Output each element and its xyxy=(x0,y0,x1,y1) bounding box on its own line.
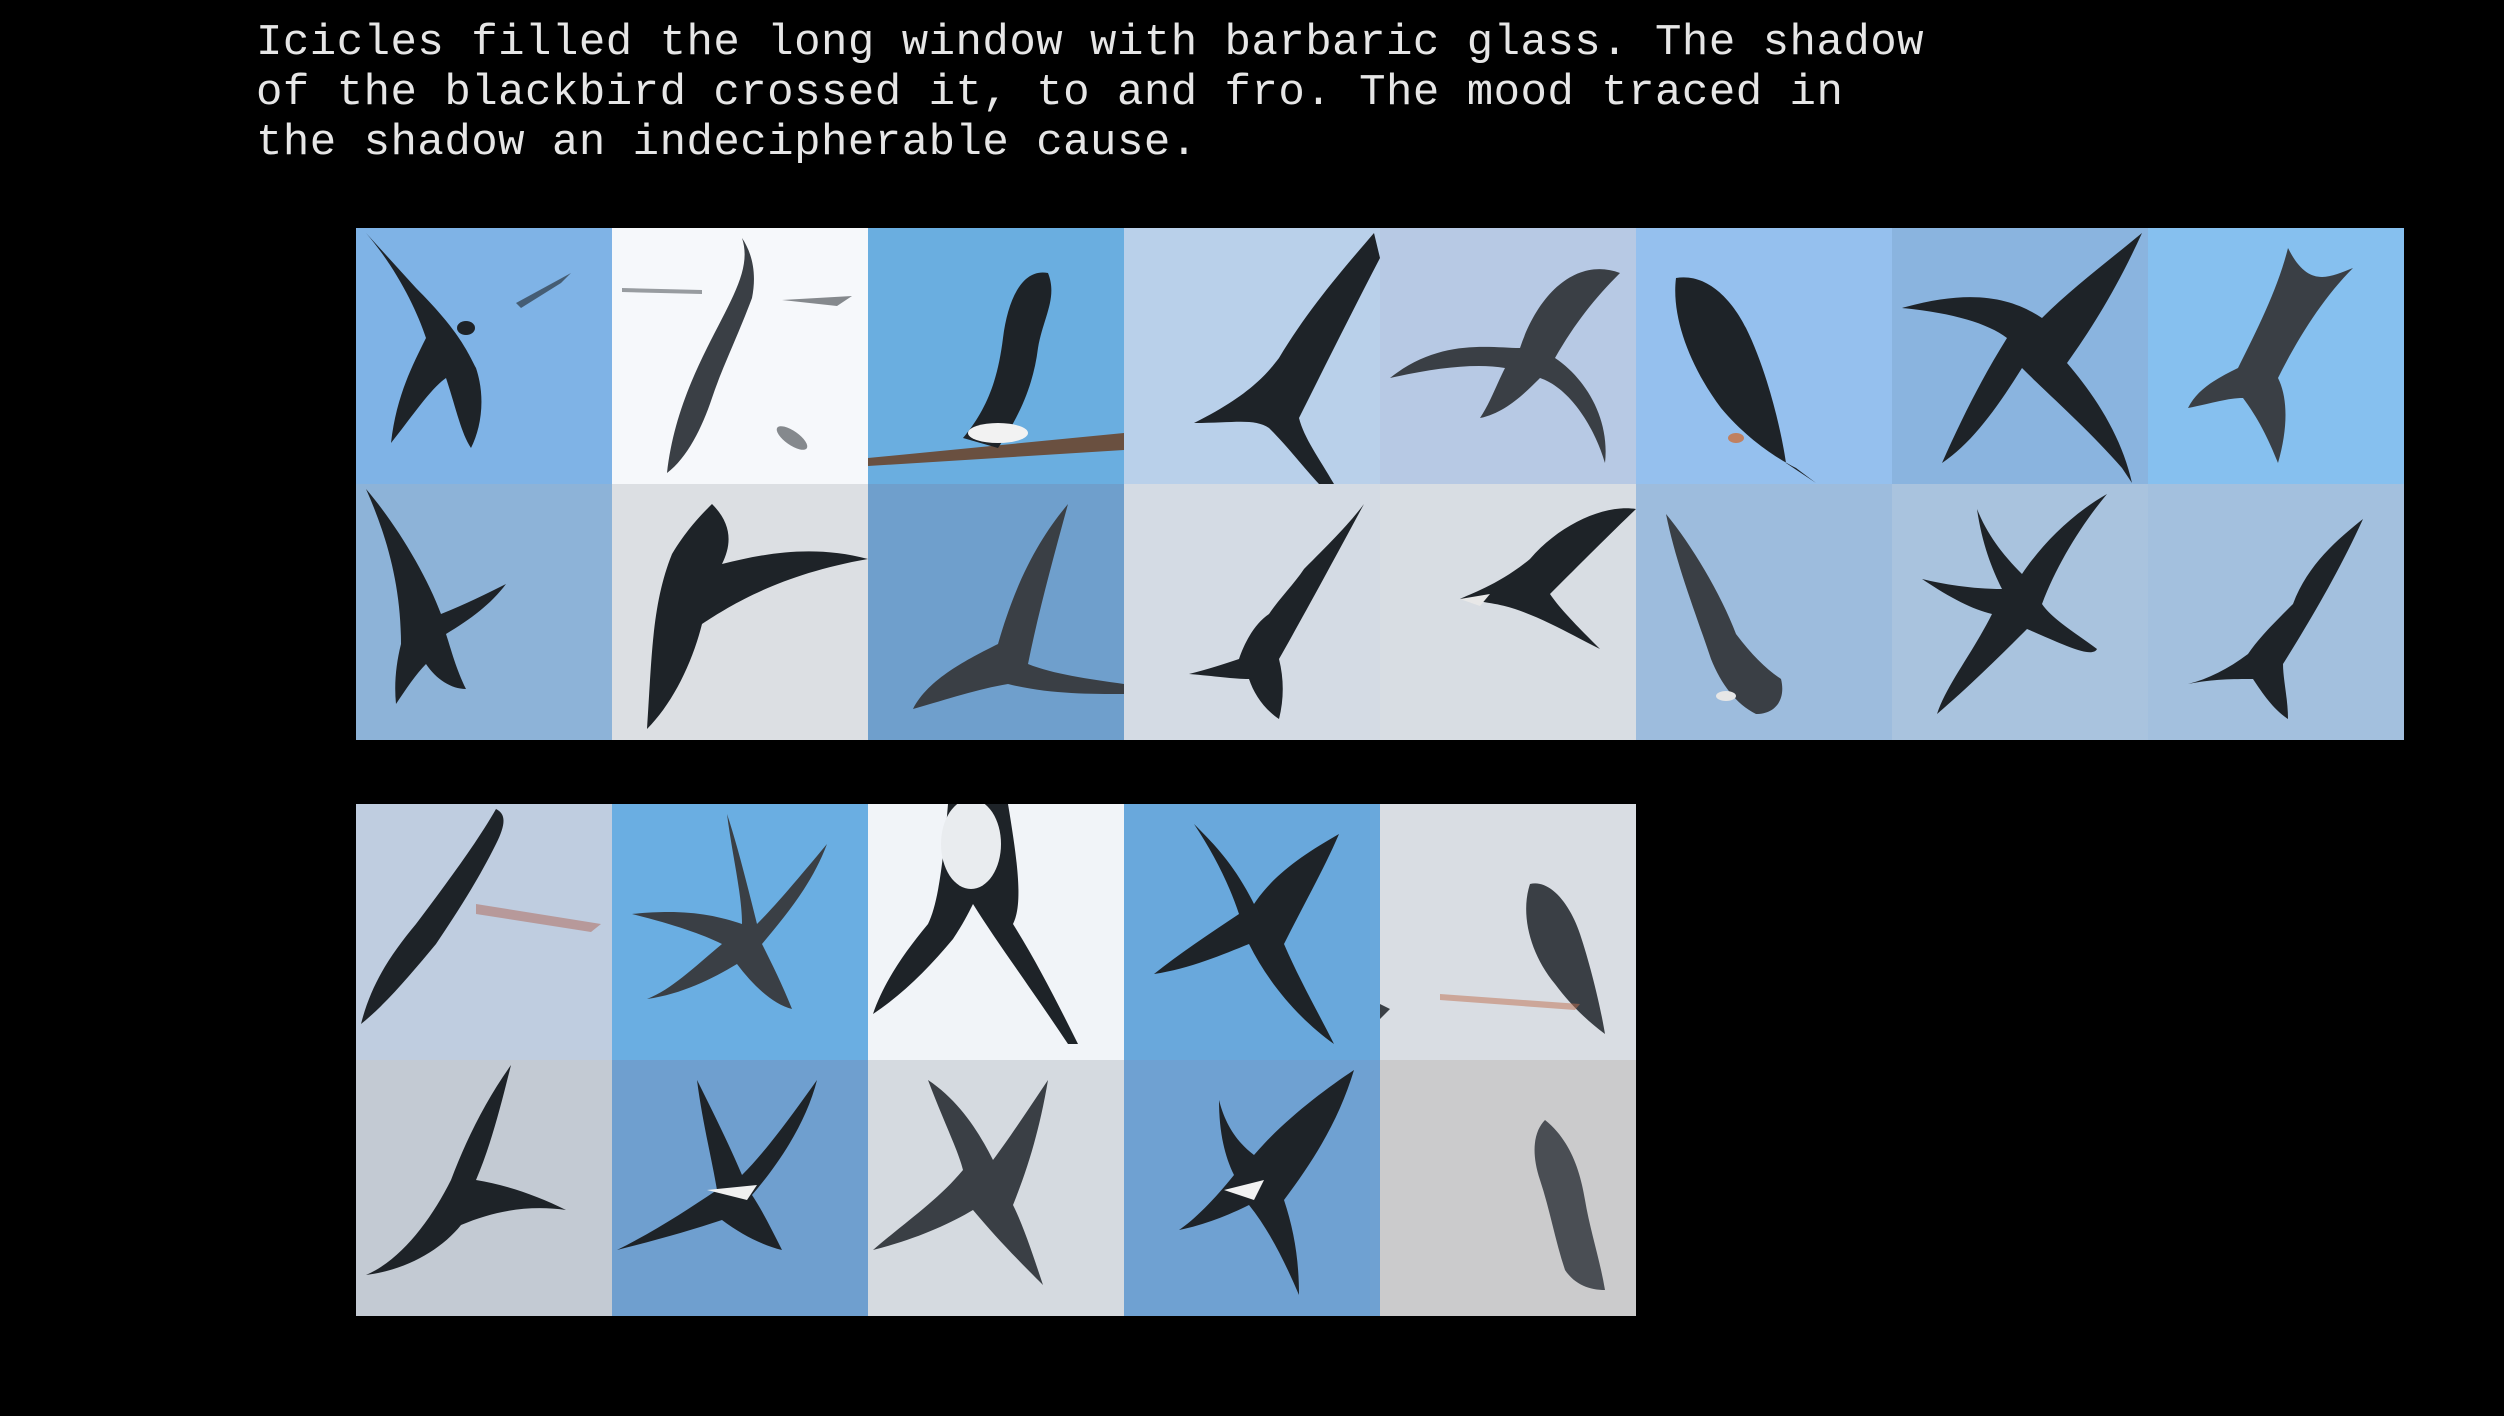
bottom-grid-tile-7 xyxy=(612,1060,868,1316)
tern-in-flight-image xyxy=(356,1060,612,1316)
bottom-grid-tile-9 xyxy=(1124,1060,1380,1316)
top-grid-tile-1 xyxy=(356,228,612,484)
bird-silhouette-image xyxy=(1124,804,1380,1060)
bird-silhouette-image xyxy=(1380,228,1636,484)
bottom-grid-tile-4 xyxy=(1124,804,1380,1060)
top-grid-tile-3 xyxy=(868,228,1124,484)
tern-in-flight-image xyxy=(1380,1060,1636,1316)
caption-line-1: Icicles filled the long window with barb… xyxy=(256,18,1925,68)
tern-in-flight-image xyxy=(868,1060,1124,1316)
tern-in-flight-image xyxy=(356,484,612,740)
top-grid-tile-14 xyxy=(1636,484,1892,740)
bottom-grid-tile-2 xyxy=(612,804,868,1060)
tern-in-flight-image xyxy=(868,484,1124,740)
bottom-grid-tile-10 xyxy=(1380,1060,1636,1316)
top-grid-tile-6 xyxy=(1636,228,1892,484)
top-grid-tile-13 xyxy=(1380,484,1636,740)
bottom-grid-tile-3 xyxy=(868,804,1124,1060)
bird-silhouette-image xyxy=(1380,804,1636,1060)
bird-silhouette-image xyxy=(1636,228,1892,484)
tern-in-flight-image xyxy=(612,484,868,740)
bird-silhouette-image xyxy=(1892,228,2148,484)
bird-on-branch-image xyxy=(868,228,1124,484)
tern-in-flight-image xyxy=(2148,484,2404,740)
bird-silhouette-image xyxy=(868,804,1124,1060)
tern-in-flight-image xyxy=(1124,1060,1380,1316)
top-grid-tile-10 xyxy=(612,484,868,740)
bird-silhouette-image xyxy=(356,228,612,484)
top-grid-tile-15 xyxy=(1892,484,2148,740)
top-grid-tile-16 xyxy=(2148,484,2404,740)
top-grid-tile-8 xyxy=(2148,228,2404,484)
bird-silhouette-image xyxy=(2148,228,2404,484)
top-grid-tile-11 xyxy=(868,484,1124,740)
tern-in-flight-image xyxy=(1380,484,1636,740)
top-grid-tile-12 xyxy=(1124,484,1380,740)
bird-silhouette-image xyxy=(356,804,612,1060)
bottom-grid-tile-6 xyxy=(356,1060,612,1316)
top-image-grid xyxy=(356,228,2404,740)
bottom-grid-tile-5 xyxy=(1380,804,1636,1060)
caption-line-3: the shadow an indecipherable cause. xyxy=(256,118,1198,168)
caption-line-2: of the blackbird crossed it, to and fro.… xyxy=(256,68,1844,118)
tern-in-flight-image xyxy=(1636,484,1892,740)
top-grid-tile-9 xyxy=(356,484,612,740)
poem-caption: Icicles filled the long window with barb… xyxy=(256,18,2456,168)
top-grid-tile-2 xyxy=(612,228,868,484)
top-grid-tile-4 xyxy=(1124,228,1380,484)
tern-in-flight-image xyxy=(612,1060,868,1316)
bird-silhouette-image xyxy=(1124,228,1380,484)
top-grid-tile-5 xyxy=(1380,228,1636,484)
tern-in-flight-image xyxy=(1892,484,2148,740)
bottom-grid-tile-8 xyxy=(868,1060,1124,1316)
tern-in-flight-image xyxy=(1124,484,1380,740)
bird-silhouette-image xyxy=(612,228,868,484)
top-grid-tile-7 xyxy=(1892,228,2148,484)
bottom-grid-tile-1 xyxy=(356,804,612,1060)
bird-silhouette-image xyxy=(612,804,868,1060)
bottom-image-grid xyxy=(356,804,1636,1316)
